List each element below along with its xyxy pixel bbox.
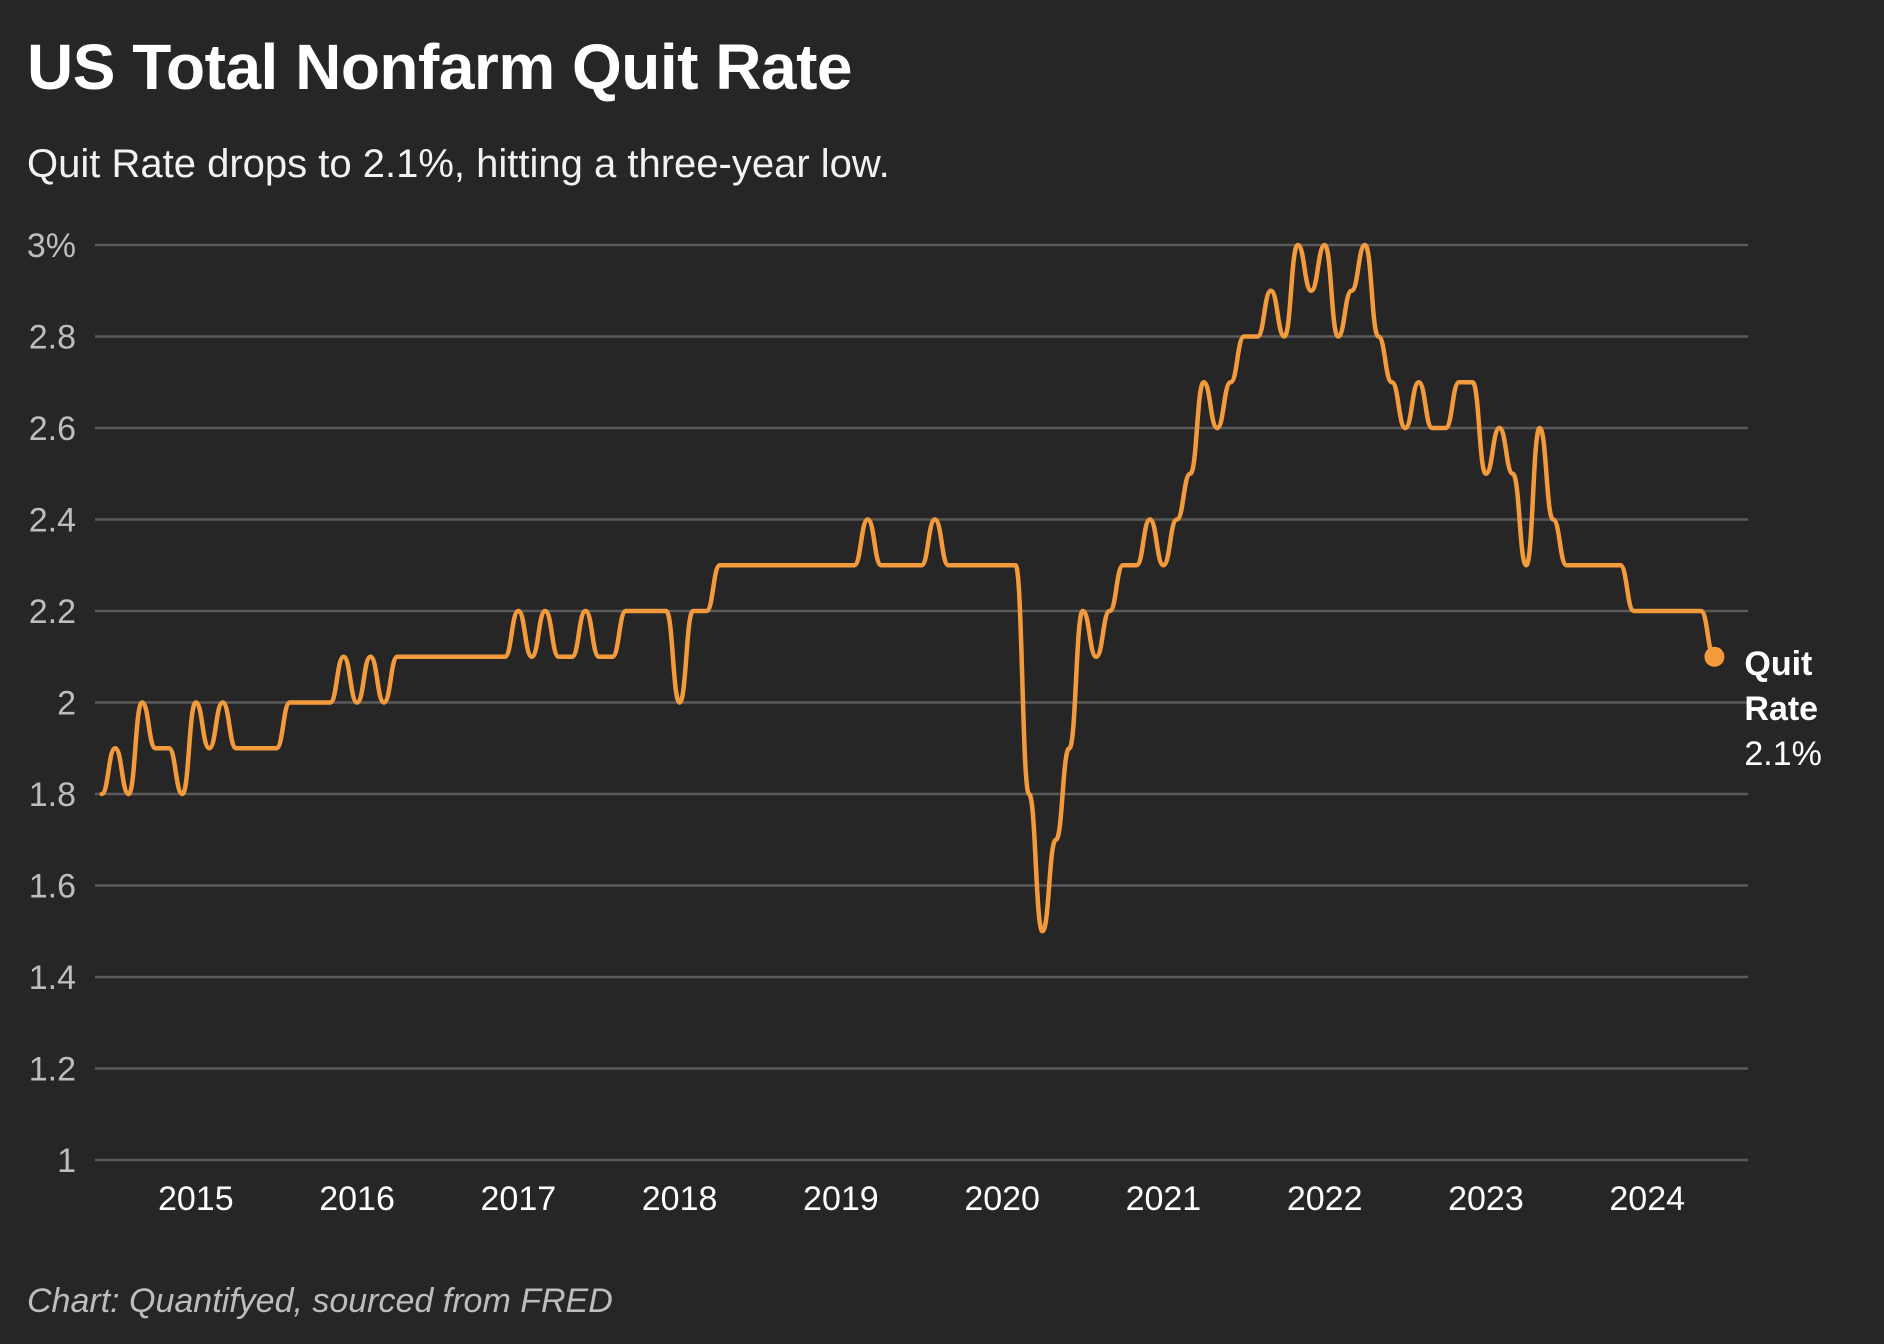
y-tick-label: 3%: [27, 227, 76, 265]
y-axis: 1 1.2 1.4 1.6 1.8 2 2.2 2.4 2.6 2.8 3%: [27, 227, 76, 1180]
y-tick-label: 2.6: [29, 410, 76, 448]
series-group: [99, 242, 1725, 934]
end-label: Quit Rate 2.1%: [1744, 645, 1822, 773]
y-tick-label: 1.8: [29, 776, 76, 814]
x-tick-label: 2016: [319, 1180, 395, 1218]
y-tick-label: 2.8: [29, 319, 76, 357]
chart-title: US Total Nonfarm Quit Rate: [27, 31, 852, 103]
end-label-name-line2: Rate: [1744, 690, 1818, 728]
x-tick-label: 2015: [158, 1180, 234, 1218]
x-tick-label: 2018: [642, 1180, 718, 1218]
y-tick-label: 1.6: [29, 868, 76, 906]
x-tick-label: 2017: [481, 1180, 557, 1218]
end-label-name-line1: Quit: [1744, 645, 1812, 683]
x-tick-label: 2024: [1609, 1180, 1685, 1218]
chart-subtitle: Quit Rate drops to 2.1%, hitting a three…: [27, 142, 890, 186]
end-label-value: 2.1%: [1744, 735, 1822, 773]
y-tick-label: 1.4: [29, 959, 76, 997]
series-line-quit-rate: [99, 242, 1717, 934]
y-tick-label: 2.2: [29, 593, 76, 631]
y-tick-label: 1.2: [29, 1051, 76, 1089]
x-tick-label: 2023: [1448, 1180, 1524, 1218]
end-point-marker: [1704, 646, 1725, 667]
x-tick-label: 2021: [1126, 1180, 1202, 1218]
x-tick-label: 2022: [1287, 1180, 1363, 1218]
source-note: Chart: Quantifyed, sourced from FRED: [27, 1282, 613, 1320]
x-tick-label: 2019: [803, 1180, 879, 1218]
y-tick-label: 2: [57, 685, 76, 723]
gridlines: [95, 243, 1748, 1162]
x-tick-label: 2020: [964, 1180, 1040, 1218]
x-axis: 2015 2016 2017 2018 2019 2020 2021 2022 2023 2024: [158, 1180, 1685, 1218]
y-tick-label: 1: [57, 1142, 76, 1180]
y-tick-label: 2.4: [29, 502, 76, 540]
